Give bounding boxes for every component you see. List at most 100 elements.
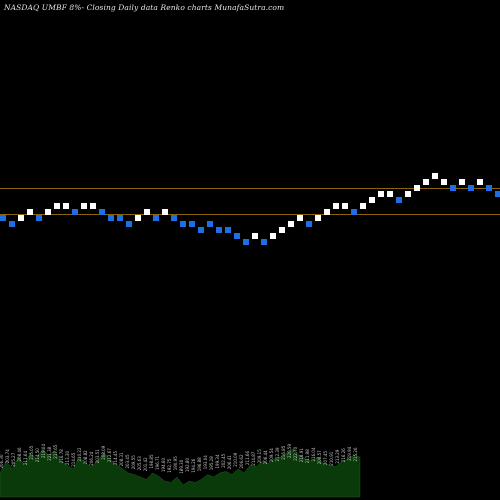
volume-label: 214.50 xyxy=(35,448,40,462)
volume-label: 220.59 xyxy=(287,444,292,458)
renko-brick-up xyxy=(81,203,87,209)
renko-brick-down xyxy=(486,185,492,191)
volume-label: 208.46 xyxy=(17,447,22,461)
renko-brick-down xyxy=(9,221,15,227)
renko-brick-up xyxy=(333,203,339,209)
renko-brick-down xyxy=(225,227,231,233)
volume-label: 206.44 xyxy=(263,450,268,464)
renko-brick-down xyxy=(351,209,357,215)
renko-brick-down xyxy=(396,197,402,203)
volume-label: 202.45 xyxy=(221,453,226,467)
renko-brick-up xyxy=(414,185,420,191)
volume-area xyxy=(0,448,361,498)
volume-label: 212.67 xyxy=(107,448,112,462)
volume-label: 211.98 xyxy=(305,449,310,463)
renko-brick-down xyxy=(153,215,159,221)
renko-brick-down xyxy=(180,221,186,227)
volume-label: 206.62 xyxy=(239,454,244,468)
renko-brick-down xyxy=(99,209,105,215)
volume-label: 201.42 xyxy=(143,457,148,471)
renko-brick-up xyxy=(135,215,141,221)
renko-brick-down xyxy=(207,221,213,227)
volume-label: 203.51 xyxy=(95,449,100,463)
renko-brick-down xyxy=(468,185,474,191)
volume-label: 205.63 xyxy=(137,456,142,470)
volume-label: 196.71 xyxy=(155,455,160,469)
volume-label: 214.65 xyxy=(71,452,76,466)
renko-brick-down xyxy=(450,185,456,191)
volume-label: 206.41 xyxy=(227,455,232,469)
renko-brick-up xyxy=(297,215,303,221)
renko-brick-up xyxy=(270,233,276,239)
renko-brick-up xyxy=(144,209,150,215)
renko-brick-down xyxy=(234,233,240,239)
renko-brick-up xyxy=(360,203,366,209)
volume-label: 210.22 xyxy=(77,447,82,461)
volume-label: 192.75 xyxy=(167,458,172,472)
renko-brick-down xyxy=(189,221,195,227)
volume-label: 219.94 xyxy=(347,446,352,460)
renko-brick-down xyxy=(36,215,42,221)
volume-label: 195.28 xyxy=(209,456,214,470)
renko-brick-up xyxy=(315,215,321,221)
volume-label: 215.26 xyxy=(353,447,358,461)
volume-label: 213.30 xyxy=(65,451,70,465)
volume-label: 209.55 xyxy=(131,455,136,469)
renko-brick-up xyxy=(387,191,393,197)
volume-label: 216.26 xyxy=(341,448,346,462)
renko-brick-down xyxy=(108,215,114,221)
volume-label: 214.87 xyxy=(251,451,256,465)
volume-label: 208.57 xyxy=(317,450,322,464)
renko-brick-up xyxy=(369,197,375,203)
volume-label: 217.65 xyxy=(53,444,58,458)
renko-brick-up xyxy=(405,191,411,197)
volume-label: 203.74 xyxy=(5,449,10,463)
volume-label: 210.91 xyxy=(329,451,334,465)
volume-label: 209.54 xyxy=(269,448,274,462)
volume-label: 215.05 xyxy=(29,445,34,459)
renko-brick-up xyxy=(279,227,285,233)
renko-brick-down xyxy=(117,215,123,221)
volume-label: 196.88 xyxy=(197,457,202,471)
volume-label: 214.45 xyxy=(113,451,118,465)
volume-label: 213.29 xyxy=(335,449,340,463)
renko-brick-down xyxy=(216,227,222,233)
volume-label: 192.80 xyxy=(185,458,190,472)
volume-label: 193.04 xyxy=(203,455,208,469)
volume-label: 189.30 xyxy=(179,459,184,473)
volume-label: 207.45 xyxy=(323,451,328,465)
renko-brick-up xyxy=(63,203,69,209)
volume-label: 206.30 xyxy=(0,454,4,468)
renko-brick-up xyxy=(378,191,384,197)
renko-brick-down xyxy=(261,239,267,245)
volume-label: 219.04 xyxy=(41,444,46,458)
renko-brick-up xyxy=(18,215,24,221)
renko-brick-up xyxy=(54,203,60,209)
renko-brick-down xyxy=(306,221,312,227)
volume-label: 216.78 xyxy=(59,449,64,463)
volume-label: 190.95 xyxy=(173,456,178,470)
volume-label: 218.91 xyxy=(299,448,304,462)
volume-label: 222.70 xyxy=(293,446,298,460)
renko-brick-up xyxy=(441,179,447,185)
volume-label: 208.31 xyxy=(119,452,124,466)
volume-label: 199.34 xyxy=(215,454,220,468)
renko-brick-up xyxy=(342,203,348,209)
chart-title: NASDAQ UMBF 8%- Closing Daily data Renko… xyxy=(4,3,285,12)
volume-label: 212.39 xyxy=(275,447,280,461)
volume-label: 206.24 xyxy=(89,451,94,465)
renko-brick-up xyxy=(423,179,429,185)
renko-brick-down xyxy=(198,227,204,233)
renko-brick-up xyxy=(252,233,258,239)
renko-brick-up xyxy=(45,209,51,215)
renko-brick-up xyxy=(90,203,96,209)
renko-brick-up xyxy=(324,209,330,215)
volume-label: 205.27 xyxy=(11,452,16,466)
volume-label: 216.85 xyxy=(281,445,286,459)
renko-brick-up xyxy=(432,173,438,179)
volume-label: 216.04 xyxy=(311,447,316,461)
volume-label: 210.09 xyxy=(233,452,238,466)
volume-label: 208.82 xyxy=(83,450,88,464)
renko-brick-down xyxy=(72,209,78,215)
